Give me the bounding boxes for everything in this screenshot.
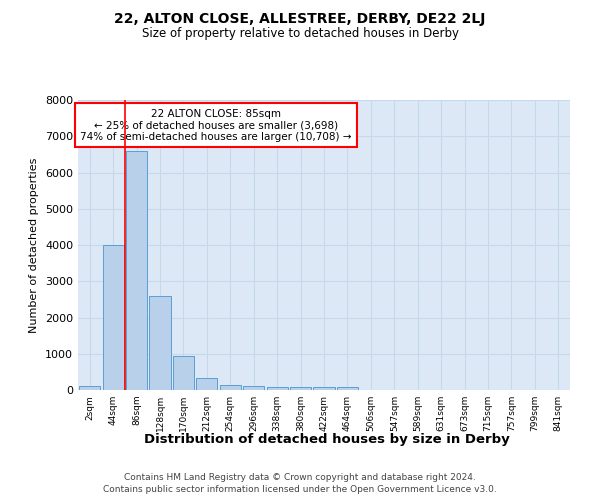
Bar: [243, 386, 264, 390]
Bar: [79, 386, 100, 390]
Text: Distribution of detached houses by size in Derby: Distribution of detached houses by size …: [144, 432, 510, 446]
Y-axis label: Number of detached properties: Number of detached properties: [29, 158, 40, 332]
Text: Contains HM Land Registry data © Crown copyright and database right 2024.: Contains HM Land Registry data © Crown c…: [124, 472, 476, 482]
Text: 22, ALTON CLOSE, ALLESTREE, DERBY, DE22 2LJ: 22, ALTON CLOSE, ALLESTREE, DERBY, DE22 …: [115, 12, 485, 26]
Bar: [290, 388, 311, 390]
Bar: [126, 151, 147, 390]
Bar: [173, 356, 194, 390]
Bar: [337, 388, 358, 390]
Text: Size of property relative to detached houses in Derby: Size of property relative to detached ho…: [142, 28, 458, 40]
Bar: [196, 378, 217, 390]
Text: 22 ALTON CLOSE: 85sqm
← 25% of detached houses are smaller (3,698)
74% of semi-d: 22 ALTON CLOSE: 85sqm ← 25% of detached …: [80, 108, 352, 142]
Bar: [103, 245, 124, 390]
Text: Contains public sector information licensed under the Open Government Licence v3: Contains public sector information licen…: [103, 485, 497, 494]
Bar: [266, 387, 287, 390]
Bar: [149, 296, 170, 390]
Bar: [313, 388, 335, 390]
Bar: [220, 386, 241, 390]
